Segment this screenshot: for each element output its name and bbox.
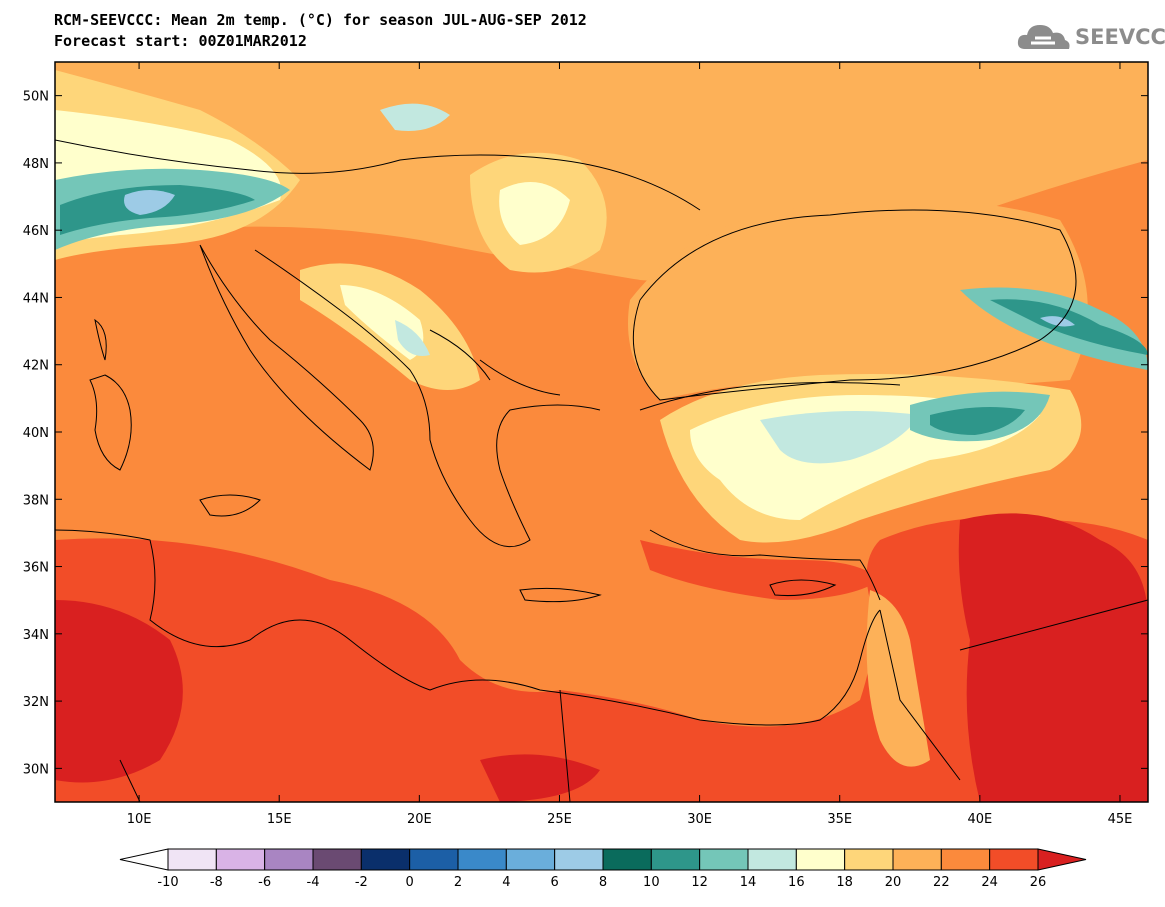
- lat-tick-label: 42N: [23, 359, 49, 374]
- colorbar-label: 14: [740, 875, 757, 890]
- colorbar-low-triangle: [119, 848, 169, 871]
- lon-tick-label: 35E: [827, 812, 852, 827]
- lat-tick-label: 50N: [23, 90, 49, 105]
- colorbar-swatch: [505, 848, 556, 871]
- lon-tick-label: 15E: [267, 812, 292, 827]
- colorbar-swatch: [312, 848, 362, 871]
- colorbar-high-triangle: [1037, 848, 1087, 871]
- lat-tick-label: 38N: [23, 493, 49, 508]
- colorbar-swatch: [989, 848, 1039, 871]
- lat-tick-label: 32N: [23, 695, 49, 710]
- colorbar-label: -10: [157, 875, 178, 890]
- logo-text: SEEVCCC: [1075, 25, 1165, 49]
- colorbar-swatch: [747, 848, 797, 871]
- colorbar-label: 20: [885, 875, 902, 890]
- colorbar-swatch: [457, 848, 507, 871]
- colorbar-label: 22: [933, 875, 950, 890]
- lon-tick-label: 25E: [547, 812, 572, 827]
- lon-tick-label: 30E: [687, 812, 712, 827]
- forecast-start-label: Forecast start: 00Z01MAR2012: [54, 32, 307, 50]
- colorbar-label: 0: [406, 875, 414, 890]
- colorbar-swatch: [554, 848, 604, 871]
- longitude-axis: 10E 15E 20E 25E 30E 35E 40E 45E: [127, 62, 1133, 827]
- colorbar-swatch: [167, 848, 217, 871]
- lat-tick-label: 44N: [23, 291, 49, 306]
- colorbar-swatch: [795, 848, 846, 871]
- colorbar-label: 2: [454, 875, 462, 890]
- colorbar-label: -4: [307, 875, 320, 890]
- colorbar-swatch: [264, 848, 314, 871]
- colorbar-swatch: [650, 848, 701, 871]
- lat-tick-label: 40N: [23, 426, 49, 441]
- colorbar-label: 8: [599, 875, 607, 890]
- colorbar-swatch: [409, 848, 459, 871]
- colorbar-swatch: [215, 848, 266, 871]
- colorbar-label: 16: [788, 875, 805, 890]
- colorbar-label: 24: [981, 875, 998, 890]
- colorbar-swatch: [360, 848, 411, 871]
- colorbar-label: -6: [258, 875, 271, 890]
- colorbar: -10 -8 -6 -4 -2 0 2 4 6 8 10 12 14 16 18 20 22 24 26: [119, 848, 1087, 890]
- colorbar-label: 12: [691, 875, 708, 890]
- lat-tick-label: 36N: [23, 561, 49, 576]
- colorbar-swatch: [699, 848, 749, 871]
- lat-tick-label: 46N: [23, 224, 49, 239]
- colorbar-label: 26: [1030, 875, 1047, 890]
- colorbar-label: -8: [210, 875, 223, 890]
- seevccc-logo: SEEVCCC: [1015, 19, 1165, 55]
- lon-tick-label: 20E: [407, 812, 432, 827]
- lat-tick-label: 30N: [23, 762, 49, 777]
- colorbar-label: 10: [643, 875, 660, 890]
- colorbar-label: -2: [355, 875, 368, 890]
- latitude-axis: 50N 48N 46N 44N 42N 40N 38N 36N 34N 32N 30N: [23, 90, 1148, 777]
- lat-tick-label: 48N: [23, 157, 49, 172]
- temperature-field: [55, 62, 1148, 802]
- colorbar-swatch: [602, 848, 652, 871]
- lon-tick-label: 10E: [127, 812, 152, 827]
- colorbar-label: 18: [836, 875, 853, 890]
- coastline: [55, 139, 1148, 802]
- lon-tick-label: 45E: [1108, 812, 1133, 827]
- colorbar-label: 4: [502, 875, 510, 890]
- map-title: RCM-SEEVCCC: Mean 2m temp. (°C) for seas…: [54, 11, 587, 29]
- colorbar-swatch: [940, 848, 991, 871]
- colorbar-swatch: [892, 848, 942, 871]
- cloud-icon: [1017, 25, 1070, 49]
- lat-tick-label: 34N: [23, 628, 49, 643]
- colorbar-swatch: [844, 848, 894, 871]
- lon-tick-label: 40E: [967, 812, 992, 827]
- colorbar-label: 6: [551, 875, 559, 890]
